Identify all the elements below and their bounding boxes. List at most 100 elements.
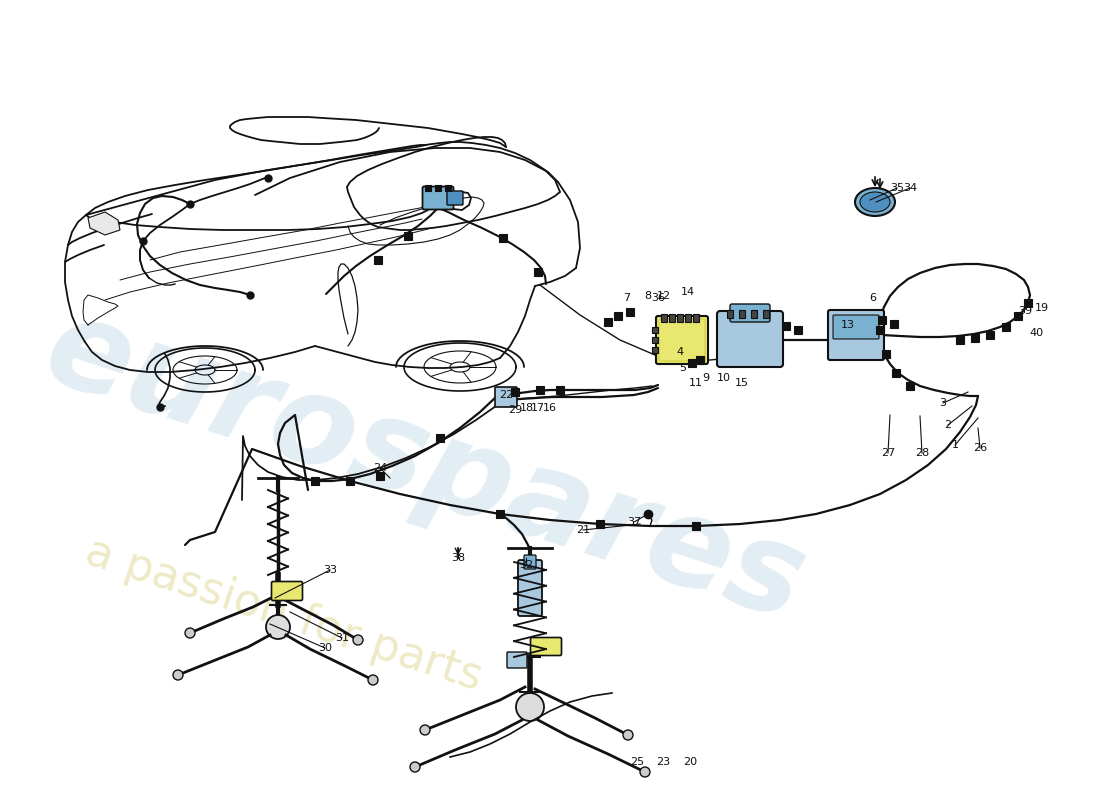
- Text: 24: 24: [373, 463, 387, 473]
- Bar: [692, 522, 700, 530]
- Text: 37: 37: [627, 517, 641, 527]
- Bar: [1014, 312, 1022, 320]
- Text: 31: 31: [336, 633, 349, 643]
- Bar: [374, 256, 382, 264]
- Text: 1: 1: [952, 440, 958, 450]
- Text: 7: 7: [624, 293, 630, 303]
- FancyBboxPatch shape: [717, 311, 783, 367]
- Bar: [696, 356, 704, 364]
- Text: 33: 33: [323, 565, 337, 575]
- Text: 36: 36: [651, 293, 666, 303]
- Bar: [986, 331, 994, 339]
- Text: 34: 34: [903, 183, 917, 193]
- Text: 10: 10: [717, 373, 732, 383]
- Text: 39: 39: [1018, 306, 1032, 316]
- FancyBboxPatch shape: [495, 387, 517, 407]
- Bar: [626, 308, 634, 316]
- Text: 19: 19: [1035, 303, 1049, 313]
- Bar: [688, 359, 696, 367]
- Bar: [499, 234, 507, 242]
- Circle shape: [266, 615, 290, 639]
- Bar: [661, 314, 667, 322]
- Bar: [652, 327, 658, 333]
- Bar: [614, 312, 622, 320]
- Text: 22: 22: [499, 390, 513, 400]
- Bar: [794, 326, 802, 334]
- FancyBboxPatch shape: [656, 316, 708, 364]
- Circle shape: [420, 725, 430, 735]
- Bar: [346, 477, 354, 485]
- Text: 5: 5: [680, 363, 686, 373]
- Bar: [436, 434, 444, 442]
- Text: 23: 23: [656, 757, 670, 767]
- Circle shape: [640, 767, 650, 777]
- Polygon shape: [88, 212, 120, 235]
- Text: a passion for parts: a passion for parts: [80, 530, 487, 699]
- Bar: [534, 268, 542, 276]
- Text: 12: 12: [657, 291, 671, 301]
- Circle shape: [173, 670, 183, 680]
- FancyBboxPatch shape: [833, 315, 879, 339]
- Bar: [882, 350, 890, 358]
- Bar: [556, 386, 564, 394]
- Bar: [434, 185, 441, 191]
- Bar: [425, 185, 431, 191]
- Circle shape: [185, 628, 195, 638]
- Bar: [892, 369, 900, 377]
- Text: 8: 8: [645, 291, 651, 301]
- Bar: [685, 314, 691, 322]
- Circle shape: [368, 675, 378, 685]
- Circle shape: [353, 635, 363, 645]
- Bar: [878, 316, 886, 324]
- Bar: [906, 382, 914, 390]
- Bar: [876, 326, 884, 334]
- Bar: [512, 388, 519, 396]
- Bar: [956, 336, 964, 344]
- Text: 27: 27: [881, 448, 895, 458]
- Text: 26: 26: [972, 443, 987, 453]
- FancyBboxPatch shape: [447, 191, 463, 205]
- Text: 38: 38: [451, 553, 465, 563]
- Text: 40: 40: [1030, 328, 1044, 338]
- FancyBboxPatch shape: [422, 186, 453, 210]
- Bar: [652, 347, 658, 353]
- FancyBboxPatch shape: [518, 560, 542, 616]
- Text: 21: 21: [576, 525, 590, 535]
- FancyBboxPatch shape: [730, 304, 770, 322]
- Bar: [739, 310, 745, 318]
- Text: 11: 11: [689, 378, 703, 388]
- Bar: [890, 320, 898, 328]
- FancyBboxPatch shape: [524, 555, 536, 569]
- Text: 13: 13: [842, 320, 855, 330]
- FancyBboxPatch shape: [530, 638, 561, 655]
- Bar: [971, 334, 979, 342]
- Text: 20: 20: [683, 757, 697, 767]
- Text: 17: 17: [531, 403, 546, 413]
- Bar: [652, 337, 658, 343]
- FancyBboxPatch shape: [507, 652, 527, 668]
- Text: 32: 32: [519, 560, 534, 570]
- Text: 2: 2: [945, 420, 952, 430]
- FancyBboxPatch shape: [272, 582, 302, 601]
- Text: 9: 9: [703, 373, 710, 383]
- Text: 25: 25: [630, 757, 645, 767]
- Text: 3: 3: [939, 398, 946, 408]
- Bar: [311, 477, 319, 485]
- Ellipse shape: [855, 188, 895, 216]
- Bar: [693, 314, 698, 322]
- Text: 29: 29: [508, 405, 522, 415]
- Bar: [669, 314, 675, 322]
- Text: 35: 35: [890, 183, 904, 193]
- Bar: [376, 472, 384, 480]
- Text: 6: 6: [869, 293, 877, 303]
- Bar: [782, 322, 790, 330]
- Text: 18: 18: [520, 403, 535, 413]
- FancyBboxPatch shape: [828, 310, 884, 360]
- Bar: [596, 520, 604, 528]
- Text: 4: 4: [676, 347, 683, 357]
- Bar: [763, 310, 769, 318]
- Bar: [496, 510, 504, 518]
- Circle shape: [410, 762, 420, 772]
- Text: 15: 15: [735, 378, 749, 388]
- Bar: [727, 310, 733, 318]
